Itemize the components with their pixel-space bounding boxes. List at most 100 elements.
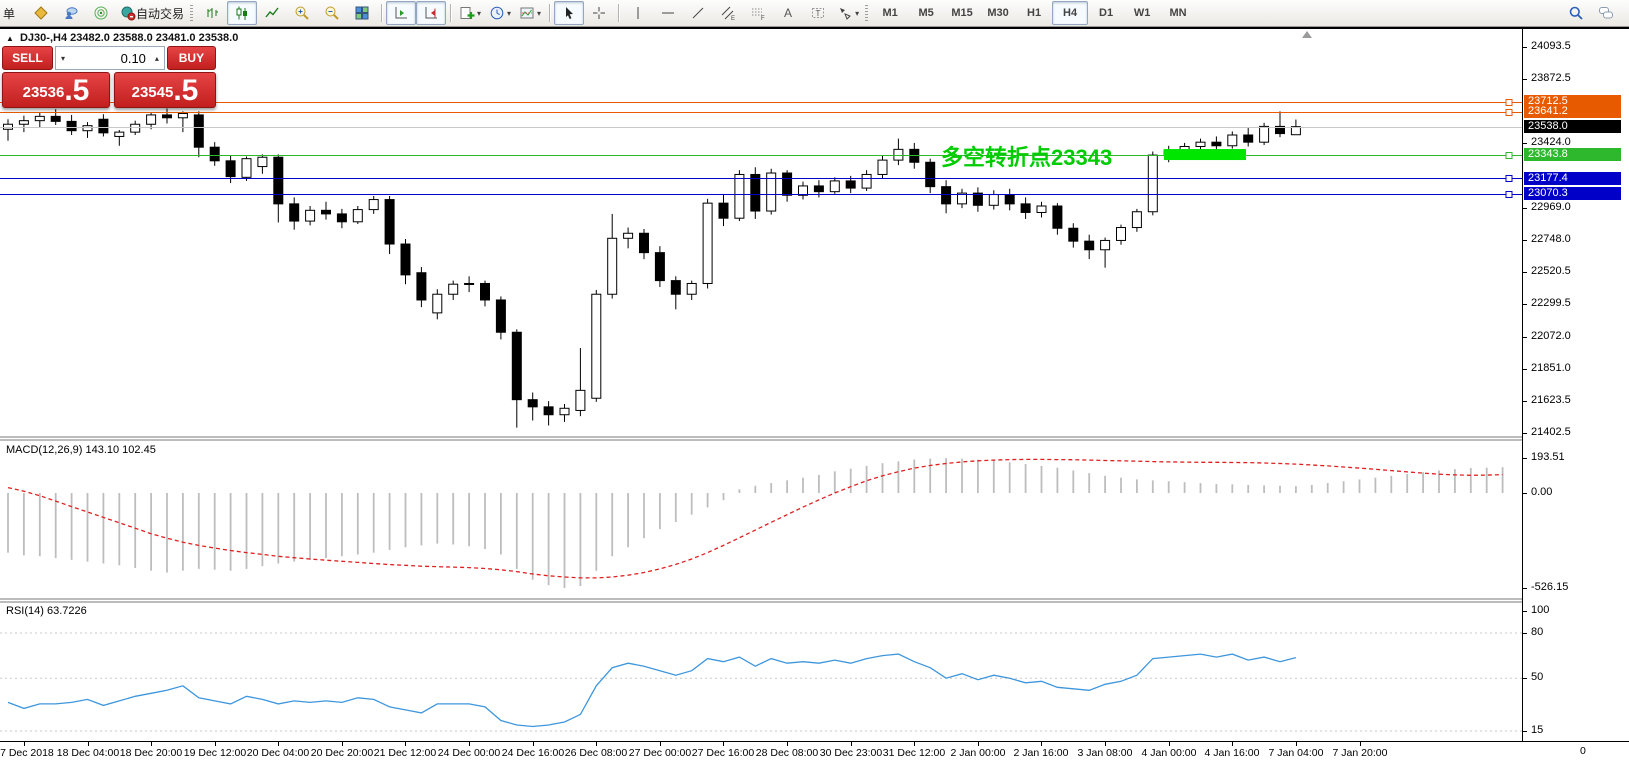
price-level-tag[interactable]: 23070.3: [1524, 187, 1621, 200]
search-icon[interactable]: [1561, 1, 1591, 25]
axis-tick-label: 22520.5: [1531, 265, 1571, 277]
zoom-out-button[interactable]: [317, 1, 347, 25]
candle-body: [1227, 134, 1238, 147]
candle-body: [193, 114, 204, 148]
timeframe-button-m30[interactable]: M30: [987, 7, 1009, 19]
toolbar-grip[interactable]: [865, 5, 869, 21]
candle-body: [384, 199, 395, 245]
line-chart-button[interactable]: [257, 1, 287, 25]
candle-body: [623, 232, 634, 239]
equidistant-channel-button[interactable]: E: [713, 1, 743, 25]
candle-body: [654, 252, 665, 282]
tile-windows-button[interactable]: [347, 1, 377, 25]
candle-body: [1052, 205, 1063, 229]
candle-body: [734, 173, 745, 219]
chart-shift-button[interactable]: [386, 1, 417, 25]
candle-body: [782, 172, 793, 196]
time-tick: [215, 742, 216, 746]
time-tick: [151, 742, 152, 746]
axis-tick-label: 21623.5: [1531, 394, 1571, 406]
chart-canvas[interactable]: [0, 29, 1522, 741]
buy-price-dec: .5: [173, 74, 199, 107]
time-axis-label: 7 Jan 04:00: [1268, 747, 1324, 759]
toolbar-grip[interactable]: [190, 5, 194, 21]
bar-chart-button[interactable]: [197, 1, 227, 25]
time-axis-label: 24 Dec 16:00: [501, 747, 565, 759]
candle-body: [893, 148, 904, 161]
templates-button[interactable]: ▾: [515, 1, 545, 25]
arrow-styles-button[interactable]: ▾: [833, 1, 863, 25]
candle-body: [957, 192, 967, 205]
auto-scroll-button[interactable]: [416, 1, 447, 25]
svg-text:T: T: [816, 9, 821, 18]
time-axis-label: 27 Dec 00:00: [628, 747, 692, 759]
timeframe-button-m1[interactable]: M1: [882, 7, 898, 19]
candle-body: [3, 123, 13, 130]
metaquotes-icon[interactable]: [26, 1, 56, 25]
volume-decrease-button[interactable]: ▾: [55, 46, 70, 70]
timeframe-button-w1[interactable]: W1: [1133, 7, 1151, 19]
axis-tick: [1523, 337, 1527, 338]
candle-body: [1290, 126, 1301, 136]
line-drag-handle[interactable]: [1505, 175, 1513, 182]
text-label-button[interactable]: T: [803, 1, 833, 25]
timeframe-button-h1[interactable]: H1: [1027, 7, 1042, 19]
line-drag-handle[interactable]: [1505, 152, 1513, 159]
candle-body: [1004, 194, 1015, 205]
time-axis-label: 21 Dec 12:00: [373, 747, 437, 759]
time-axis[interactable]: 0 17 Dec 2018 18 Dec 04:00 18 Dec 20:00 19 …: [0, 741, 1629, 773]
candle-body: [1036, 205, 1047, 213]
buy-price-button[interactable]: 23545.5: [114, 72, 216, 108]
periods-button[interactable]: ▾: [485, 1, 515, 25]
price-level-tag[interactable]: 23177.4: [1524, 172, 1621, 185]
timeframe-button-m15[interactable]: M15: [951, 7, 973, 19]
sell-button[interactable]: SELL: [2, 46, 54, 70]
chart-shift-marker[interactable]: [1302, 31, 1312, 38]
time-axis-label: 19 Dec 12:00: [183, 747, 247, 759]
volume-increase-button[interactable]: ▴: [149, 46, 165, 70]
trendline-button[interactable]: [683, 1, 713, 25]
line-drag-handle[interactable]: [1505, 109, 1513, 116]
price-level-tag[interactable]: 23712.5: [1524, 95, 1621, 108]
autotrading-button[interactable]: 自动交易: [116, 1, 188, 25]
price-level-tag[interactable]: 23641.2: [1524, 105, 1621, 118]
horizontal-line-button[interactable]: [653, 1, 683, 25]
timeframe-button-mn[interactable]: MN: [1169, 7, 1187, 19]
timeframe-button-m5[interactable]: M5: [918, 7, 934, 19]
sell-price-button[interactable]: 23536.5: [2, 72, 110, 108]
fibonacci-button[interactable]: F: [743, 1, 773, 25]
axis-tick-label: 0.00: [1531, 486, 1553, 498]
signals-icon[interactable]: [86, 1, 116, 25]
price-axis[interactable]: 24093.5 23872.5 23424.0 22969.0 22748.0 22520…: [1522, 29, 1629, 741]
candle-body: [257, 156, 268, 168]
candle-body: [861, 173, 872, 189]
candlestick-chart-button[interactable]: [227, 1, 258, 25]
candle-body: [1116, 227, 1126, 241]
axis-tick-label: 22072.0: [1531, 330, 1571, 342]
text-button[interactable]: A: [784, 6, 793, 20]
chat-icon[interactable]: [1591, 1, 1621, 25]
candle-body: [1195, 141, 1206, 147]
buy-button[interactable]: BUY: [166, 46, 216, 70]
candle-body: [464, 282, 475, 285]
add-indicator-button[interactable]: ▾: [455, 1, 485, 25]
crosshair-button[interactable]: [584, 1, 614, 25]
community-icon[interactable]: [56, 1, 86, 25]
expand-panel-icon[interactable]: ▲: [6, 34, 14, 43]
zoom-in-button[interactable]: [287, 1, 317, 25]
candle-body: [162, 114, 172, 119]
toolbar-separator: [381, 4, 383, 22]
line-drag-handle[interactable]: [1505, 191, 1513, 198]
price-level-tag[interactable]: 23343.8: [1524, 148, 1621, 161]
current-price-tag[interactable]: 23538.0: [1524, 120, 1621, 133]
time-axis-label: 24 Dec 00:00: [437, 747, 501, 759]
timeframe-button-h4[interactable]: H4: [1052, 1, 1089, 25]
new-order-button[interactable]: 单: [3, 6, 16, 21]
volume-input[interactable]: [69, 46, 150, 70]
vertical-line-button[interactable]: [623, 1, 653, 25]
chart-annotation[interactable]: 多空转折点23343: [941, 145, 1113, 170]
line-drag-handle[interactable]: [1505, 99, 1513, 106]
timeframe-button-d1[interactable]: D1: [1099, 7, 1114, 19]
highlight-rect[interactable]: [1164, 149, 1246, 161]
cursor-button[interactable]: [554, 1, 585, 25]
